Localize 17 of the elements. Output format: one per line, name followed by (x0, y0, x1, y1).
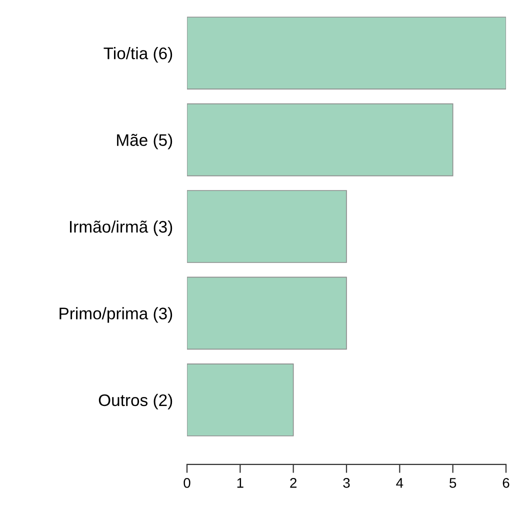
x-tick-label: 6 (502, 478, 510, 488)
x-tick-label: 4 (396, 478, 404, 488)
x-tick-label: 3 (343, 478, 350, 488)
bar (187, 190, 347, 263)
bar (187, 364, 294, 436)
x-tick-label: 0 (184, 478, 190, 488)
y-tick-label: Tio/tia (6) (104, 47, 172, 63)
x-tick-label: 5 (450, 478, 456, 488)
y-tick-label: Mãe (5) (117, 134, 172, 150)
x-tick-label: 2 (290, 478, 296, 488)
x-tick-label: 1 (237, 478, 244, 488)
y-tick-label: Primo/prima (3) (60, 307, 172, 323)
y-tick-label: Outros (2) (98, 394, 172, 410)
y-tick-label: Irmão/irmã (3) (70, 220, 172, 236)
bar (187, 276, 347, 350)
bar (187, 103, 454, 176)
bar (187, 16, 506, 90)
